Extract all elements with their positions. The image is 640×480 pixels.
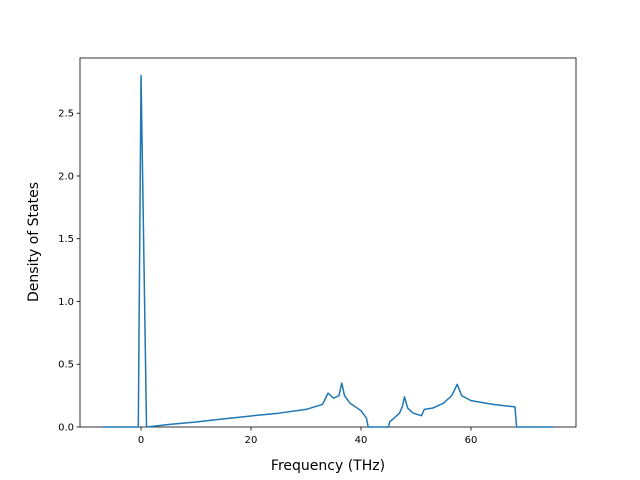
x-axis-label: Frequency (THz) [271,458,385,474]
y-tick-label: 0.5 [58,360,74,371]
y-tick-label: 1.0 [58,297,74,308]
y-tick-label: 0.0 [58,423,74,434]
y-tick-label: 1.5 [58,234,74,245]
y-tick-label: 2.0 [58,171,74,182]
x-tick-label: 40 [355,435,368,446]
series-line [102,74,554,428]
x-tick-label: 60 [465,435,478,446]
axes-frame [79,57,577,428]
y-axis-label: Density of States [26,182,42,302]
y-tick-label: 2.5 [58,109,74,120]
x-tick-label: 0 [138,435,144,446]
x-tick-label: 20 [245,435,258,446]
